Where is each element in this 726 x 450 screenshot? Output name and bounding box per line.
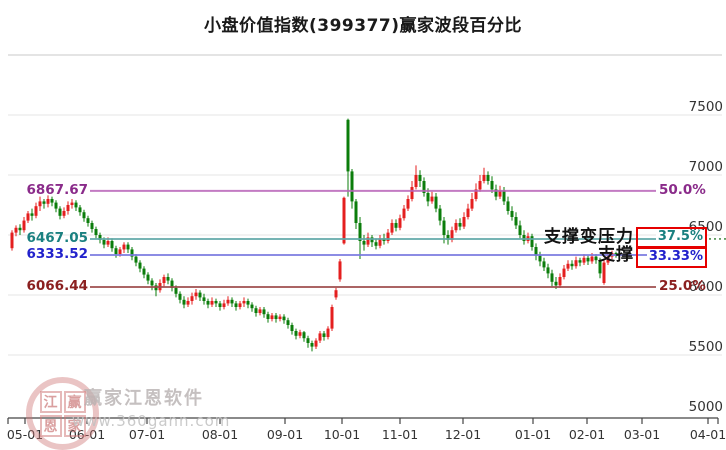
svg-text:11-01: 11-01: [382, 427, 418, 442]
svg-text:5000: 5000: [689, 399, 723, 415]
highlight-box-33: 33.33%: [636, 246, 707, 268]
percent-label-37: 37.5%: [655, 229, 705, 245]
svg-text:07-01: 07-01: [129, 427, 165, 442]
watermark-brand: 赢家江恩软件: [84, 388, 204, 409]
x-axis: 05-01 06-01 07-01 08-01 09-01 10-01 11-01 12-01…: [7, 417, 726, 442]
svg-text:03-01: 03-01: [624, 427, 660, 442]
svg-text:12-01: 12-01: [445, 427, 481, 442]
svg-text:6000: 6000: [689, 279, 723, 295]
grid-lines: [8, 54, 722, 356]
annotation-pressure: 支撑变压力: [544, 227, 634, 247]
svg-text:04-01: 04-01: [690, 427, 726, 442]
svg-text:08-01: 08-01: [202, 427, 238, 442]
highlight-box-37: 37.5%: [636, 226, 707, 248]
svg-text:02-01: 02-01: [569, 427, 605, 442]
page-title: 小盘价值指数(399377)赢家波段百分比: [203, 16, 522, 36]
percent-label-25: 25.0%: [659, 278, 706, 295]
svg-text:01-01: 01-01: [515, 427, 551, 442]
level-price-label-37pct: 6467.05: [26, 229, 89, 246]
svg-text:5500: 5500: [689, 339, 723, 355]
watermark-url: www.360gann.com: [72, 412, 231, 430]
svg-text:10-01: 10-01: [324, 427, 360, 442]
svg-text:7000: 7000: [689, 159, 723, 175]
level-price-label-33pct: 6333.52: [26, 245, 89, 262]
percent-level-lines: [90, 189, 726, 289]
seal-char: 家: [63, 414, 86, 437]
level-price-label-50pct: 6867.67: [26, 181, 89, 198]
annotation-support: 支撑: [598, 245, 634, 265]
seal-char: 恩: [39, 414, 62, 437]
svg-text:7500: 7500: [689, 99, 723, 115]
percent-label-33: 33.33%: [646, 249, 705, 265]
percent-label-50: 50.0%: [659, 181, 706, 198]
svg-text:09-01: 09-01: [267, 427, 303, 442]
seal-characters: 江 赢 恩 家: [39, 390, 86, 437]
level-price-label-25pct: 6066.44: [26, 278, 89, 295]
watermark-seal-logo: 江 赢 恩 家: [26, 377, 99, 450]
seal-char: 江: [39, 390, 62, 413]
seal-char: 赢: [63, 390, 86, 413]
